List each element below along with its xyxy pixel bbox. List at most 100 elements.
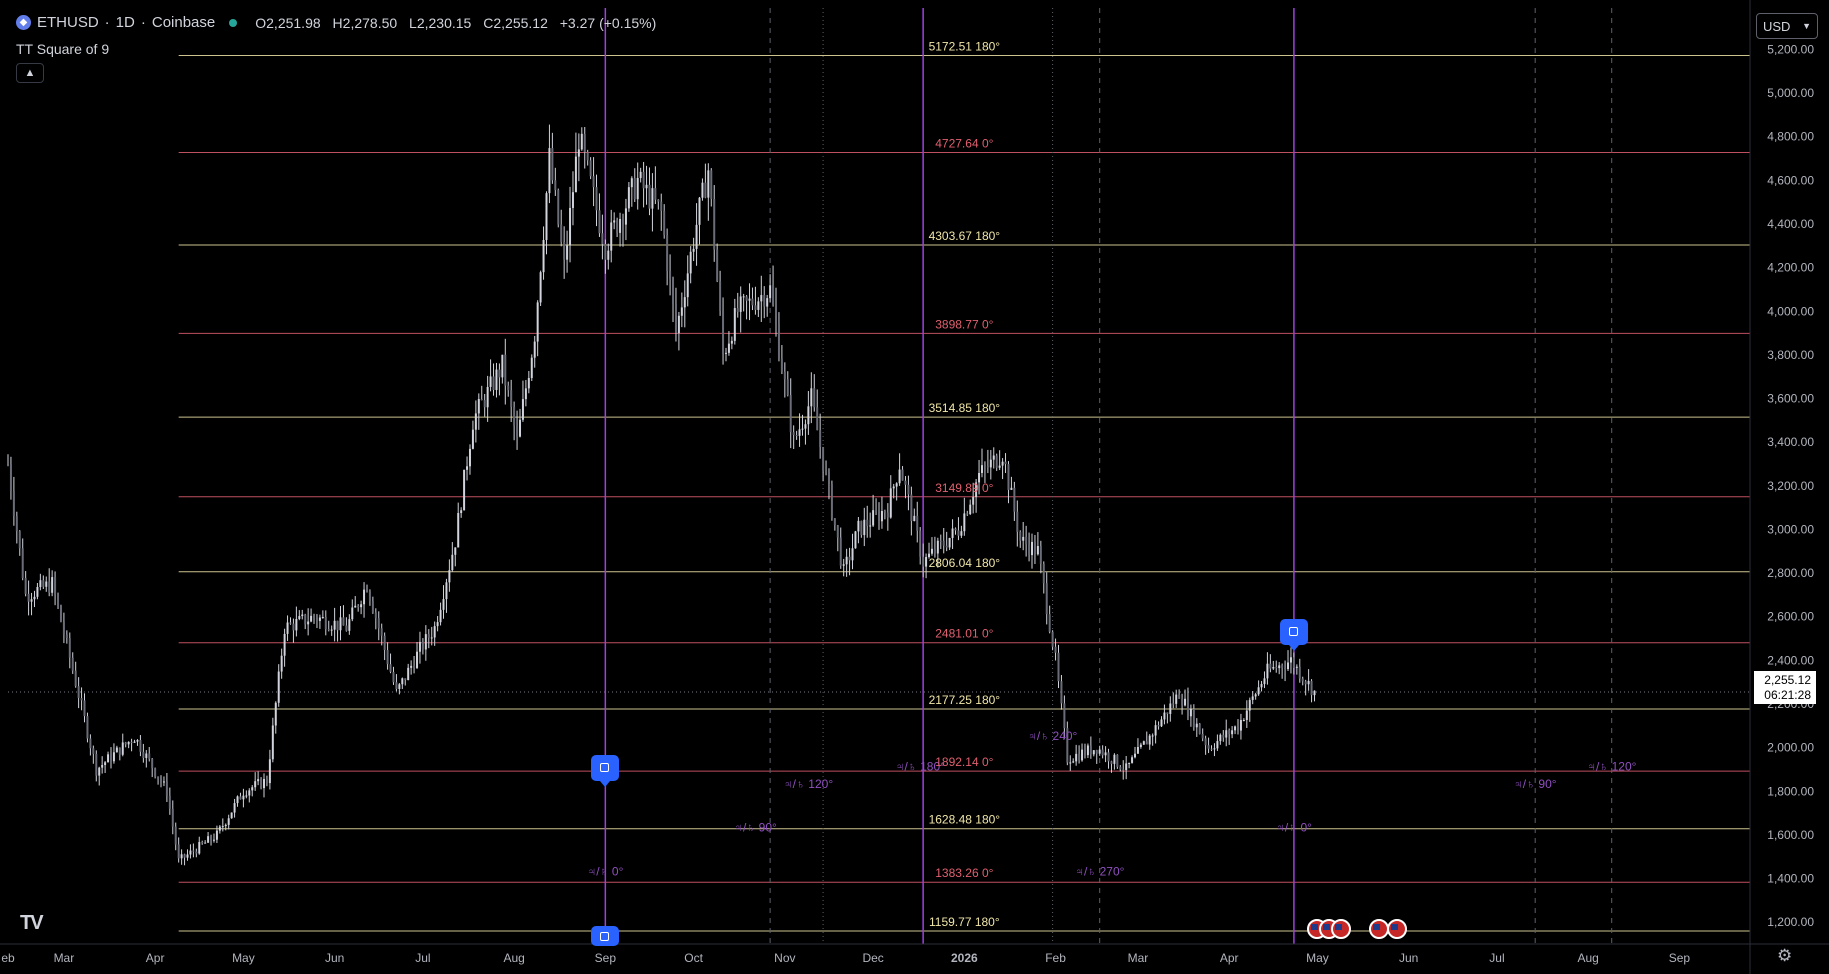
collapse-legend-button[interactable]: ▲: [16, 63, 44, 83]
candle-body: [616, 220, 619, 233]
candle-body: [1001, 461, 1004, 466]
candle-body: [907, 484, 910, 495]
candle-body: [463, 469, 466, 511]
time-cycle-label: ♃/♄ 240°: [1028, 729, 1078, 743]
candle-body: [1163, 712, 1166, 720]
indicator-name[interactable]: TT Square of 9: [16, 41, 110, 57]
time-axis-tick: May: [232, 951, 255, 965]
candle-body: [1160, 719, 1163, 727]
candle-body: [42, 580, 45, 587]
candle-body: [1263, 678, 1266, 685]
candle-body: [1154, 725, 1157, 736]
candle-body: [598, 210, 601, 234]
candle-body: [301, 614, 304, 617]
ohlc-readout: O2,251.98 H2,278.50 L2,230.15 C2,255.12 …: [255, 15, 656, 31]
candle-body: [145, 753, 148, 758]
candle-body: [345, 625, 348, 631]
us-flag-event-icon[interactable]: [1330, 919, 1351, 939]
candle-body: [289, 622, 292, 624]
candle-body: [1222, 734, 1225, 738]
candle-body: [516, 425, 519, 437]
currency-selector[interactable]: USD ▼: [1756, 13, 1818, 39]
candle-body: [1136, 747, 1139, 754]
candle-body: [118, 747, 121, 755]
candle-body: [1045, 583, 1048, 615]
candle-body: [374, 612, 377, 619]
candle-body: [639, 171, 642, 178]
candle-body: [268, 759, 271, 784]
candle-body: [1128, 762, 1131, 764]
separator: ·: [104, 14, 110, 31]
candle-body: [1304, 681, 1307, 685]
candle-body: [978, 473, 981, 483]
interval[interactable]: 1D: [115, 14, 135, 31]
candle-body: [527, 378, 530, 389]
candle-body: [686, 273, 689, 298]
candle-body: [83, 700, 86, 717]
price-axis-tick: 4,200.00: [1767, 261, 1814, 275]
candle-body: [51, 577, 54, 593]
candle-body: [474, 413, 477, 430]
candle-body: [501, 354, 504, 378]
candle-body: [545, 193, 548, 240]
symbol-header[interactable]: ◆ ETHUSD · 1D · Coinbase O2,251.98 H2,27…: [16, 14, 656, 31]
candle-body: [315, 617, 318, 621]
time-axis-tick: Apr: [146, 951, 165, 965]
gear-icon[interactable]: ⚙: [1777, 946, 1793, 965]
candle-body: [180, 854, 183, 859]
candle-body: [295, 619, 298, 631]
candle-body: [651, 188, 654, 209]
time-cycle-marker[interactable]: [1279, 619, 1308, 652]
candle-body: [1254, 694, 1257, 697]
candle-body: [633, 178, 636, 200]
candle-body: [218, 826, 221, 831]
candle-body: [277, 671, 280, 703]
candle-body: [610, 222, 613, 251]
us-flag-event-icon[interactable]: [1369, 919, 1390, 939]
tradingview-logo-icon[interactable]: TV: [20, 912, 44, 934]
candle-body: [583, 133, 586, 153]
time-cycle-marker[interactable]: [591, 755, 620, 788]
candle-body: [195, 851, 198, 854]
candle-body: [1186, 698, 1189, 717]
candle-body: [898, 469, 901, 484]
candle-body: [448, 570, 451, 583]
candle-body: [9, 464, 12, 492]
candle-body: [1166, 712, 1169, 714]
candle-body: [1225, 730, 1228, 738]
candle-body: [292, 623, 295, 631]
candle-body: [186, 854, 189, 858]
time-axis-tick: Dec: [862, 951, 883, 965]
candle-body: [101, 764, 104, 768]
us-flag-event-icon[interactable]: [1386, 919, 1407, 939]
candle-body: [413, 665, 416, 668]
candle-body: [886, 512, 889, 518]
symbol-name[interactable]: ETHUSD: [37, 14, 99, 31]
change-value: +3.27 (+0.15%): [559, 14, 657, 31]
candle-body: [1042, 563, 1045, 584]
candle-body: [789, 395, 792, 433]
candle-body: [760, 295, 763, 302]
time-cycle-marker[interactable]: [591, 926, 620, 946]
square-of-9-level-label: 2806.04 180°: [929, 556, 1001, 570]
candle-body: [777, 324, 780, 359]
candle-body: [704, 182, 707, 198]
candle-body: [692, 248, 695, 252]
candle-body: [239, 796, 242, 800]
candle-body: [365, 589, 368, 592]
candle-body: [142, 751, 145, 758]
candle-body: [739, 296, 742, 312]
candle-body: [298, 616, 301, 620]
candle-body: [127, 741, 130, 745]
candle-body: [642, 171, 645, 189]
candle-body: [1251, 696, 1254, 700]
candle-body: [498, 369, 501, 378]
candle-body: [336, 620, 339, 631]
candle-body: [1025, 536, 1028, 545]
candle-body: [672, 279, 675, 305]
price-axis-tick: 3,600.00: [1767, 392, 1814, 406]
candle-body: [330, 629, 333, 631]
candle-body: [418, 641, 421, 652]
candle-body: [892, 486, 895, 489]
